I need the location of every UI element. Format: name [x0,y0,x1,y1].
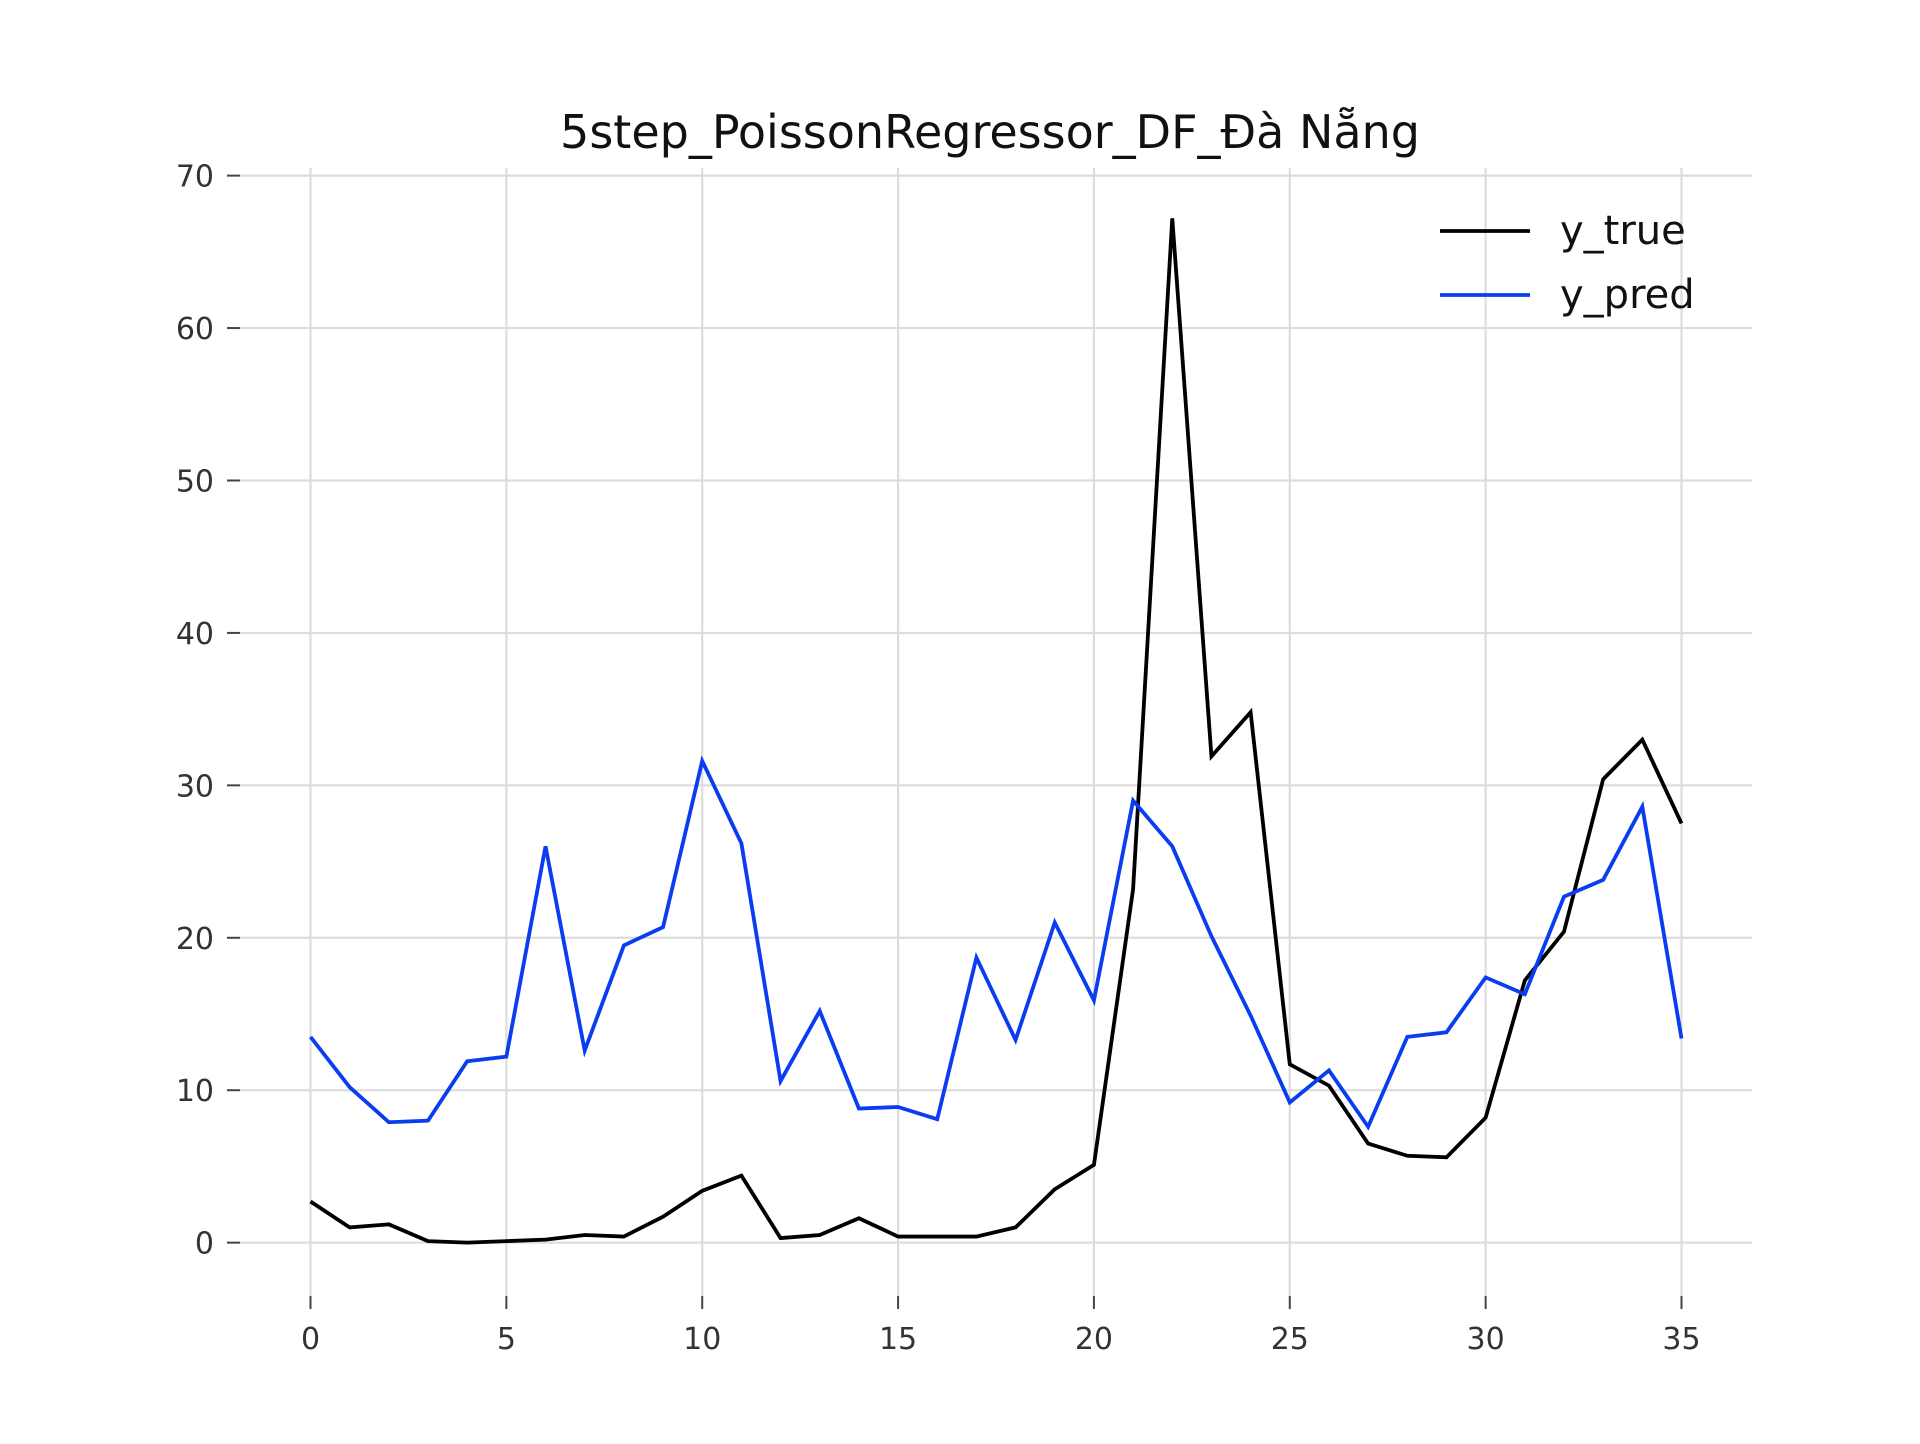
legend-label: y_true [1560,208,1686,254]
y-tick-label: 10 [176,1074,214,1109]
x-tick-label: 20 [1075,1322,1113,1357]
x-tick-label: 30 [1467,1322,1505,1357]
legend-label: y_pred [1560,272,1695,318]
y-tick-label: 0 [195,1227,214,1262]
grid-layer [240,168,1752,1296]
chart-title: 5step_PoissonRegressor_DF_Đà Nẵng [560,105,1420,159]
y-tick-label: 20 [176,922,214,957]
x-tick-label: 35 [1662,1322,1700,1357]
y-tick-label: 60 [176,312,214,347]
series-layer [309,218,1684,1245]
series-line-y-pred [309,755,1684,1131]
x-tick-label: 10 [683,1322,721,1357]
y-tick-label: 50 [176,464,214,499]
legend: y_true y_pred [1440,208,1695,318]
series-line-y-true [309,218,1684,1245]
x-tick-label: 15 [879,1322,917,1357]
x-tick-label: 0 [301,1322,320,1357]
x-tick-label: 25 [1271,1322,1309,1357]
y-tick-label: 70 [176,160,214,195]
axes-layer: 0 5 10 15 20 25 30 35 0 10 20 30 40 50 60 70 [176,160,1701,1357]
x-tick-label: 5 [497,1322,516,1357]
y-tick-label: 30 [176,769,214,804]
y-tick-label: 40 [176,617,214,652]
